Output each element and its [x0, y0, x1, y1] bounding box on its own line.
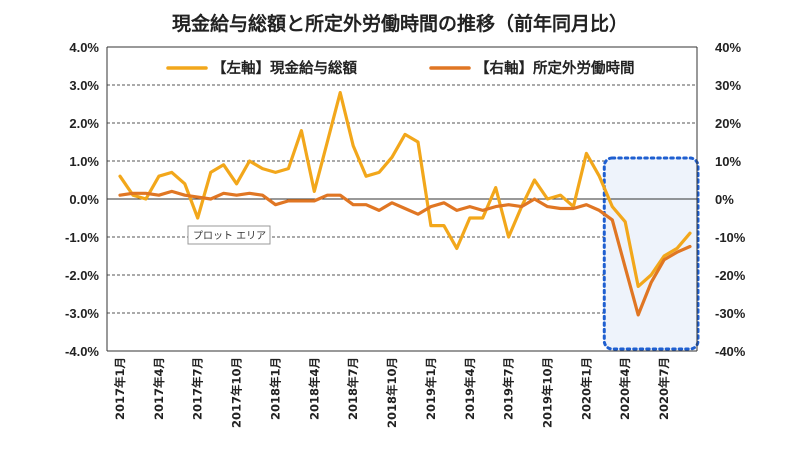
- y-left-tick-label: 0.0%: [69, 192, 99, 207]
- y-right-tick-label: -40%: [715, 344, 746, 359]
- series-line-overtime: [118, 189, 692, 317]
- x-tick-label: 2019年1月: [424, 357, 438, 420]
- x-tick-label: 2018年10月: [385, 357, 399, 428]
- y-right-tick-label: 10%: [715, 154, 741, 169]
- y-left-tick-label: 3.0%: [69, 78, 99, 93]
- x-tick-label: 2018年1月: [268, 357, 282, 420]
- tooltip-box: [187, 225, 271, 245]
- axes: 4.0% 3.0% 2.0% 1.0% 0.0% -1.0% -2.0% -3.0% -4.0%…: [65, 40, 746, 428]
- x-tick-label: 2017年10月: [230, 357, 244, 428]
- y-left-tick-label: -2.0%: [65, 268, 99, 283]
- plot-area-tooltip: プロット エリア: [187, 225, 271, 245]
- x-tick-label: 2018年7月: [346, 357, 360, 420]
- y-left-tick-label: 4.0%: [69, 40, 99, 55]
- highlight-layer: [602, 156, 700, 351]
- x-tick-label: 2017年7月: [191, 357, 205, 420]
- y-left-tick-label: 1.0%: [69, 154, 99, 169]
- y-left-tick-label: -3.0%: [65, 306, 99, 321]
- series-line-wages: [118, 90, 692, 288]
- x-tick-label: 2020年7月: [657, 357, 671, 420]
- chart-title: 現金給与総額と所定外労働時間の推移（前年同月比）: [172, 12, 628, 35]
- x-tick-label: 2020年4月: [618, 357, 632, 420]
- y-left-tick-label: -4.0%: [65, 344, 99, 359]
- tooltip-label: プロット エリア: [193, 230, 266, 242]
- x-tick-label: 2018年4月: [307, 357, 321, 420]
- legend-label: 【左軸】現金給与総額: [212, 59, 357, 77]
- x-tick-label: 2019年7月: [502, 357, 516, 420]
- series-lines: [118, 90, 692, 317]
- y-right-tick-label: 0%: [715, 192, 734, 207]
- highlight-box: [602, 156, 700, 351]
- x-tick-label: 2019年4月: [463, 357, 477, 420]
- y-left-tick-label: 2.0%: [69, 116, 99, 131]
- gridlines: [107, 84, 697, 314]
- y-right-tick-label: -20%: [715, 268, 746, 283]
- y-right-tick-label: -30%: [715, 306, 746, 321]
- legend-label: 【右軸】所定外労働時間: [475, 59, 635, 77]
- x-tick-label: 2020年1月: [579, 357, 593, 420]
- y-right-tick-label: 30%: [715, 78, 741, 93]
- x-tick-label: 2017年1月: [113, 357, 127, 420]
- y-right-tick-label: -10%: [715, 230, 746, 245]
- legend: 【左軸】現金給与総額 【右軸】所定外労働時間: [166, 59, 635, 77]
- y-right-tick-label: 20%: [715, 116, 741, 131]
- y-left-tick-label: -1.0%: [65, 230, 99, 245]
- x-tick-label: 2017年4月: [152, 357, 166, 420]
- x-tick-label: 2019年10月: [541, 357, 555, 428]
- y-right-tick-label: 40%: [715, 40, 741, 55]
